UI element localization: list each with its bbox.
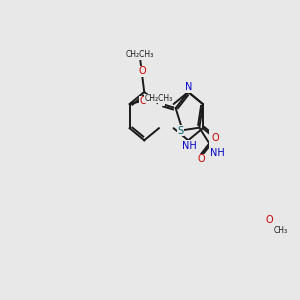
Text: O: O (212, 133, 219, 143)
Text: O: O (138, 66, 146, 76)
Text: S: S (158, 95, 164, 105)
Text: CH₂CH₃: CH₂CH₃ (125, 50, 153, 59)
Text: NH: NH (182, 141, 196, 151)
Text: CH₂CH₃: CH₂CH₃ (144, 94, 173, 103)
Text: O: O (140, 96, 147, 106)
Text: O: O (265, 215, 273, 225)
Text: S: S (178, 126, 184, 136)
Text: CH₃: CH₃ (274, 226, 288, 235)
Text: N: N (185, 82, 192, 92)
Text: NH: NH (210, 148, 225, 158)
Text: O: O (198, 154, 205, 164)
